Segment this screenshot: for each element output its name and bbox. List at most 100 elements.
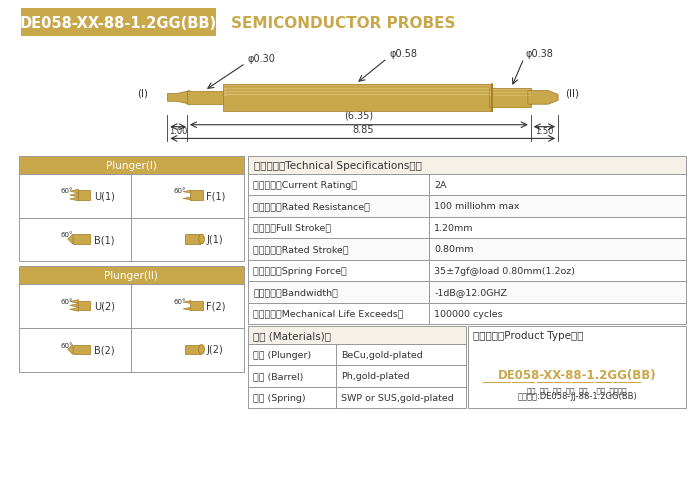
Bar	[249, 260, 429, 281]
Polygon shape	[528, 91, 558, 105]
Text: 材质 (Materials)：: 材质 (Materials)：	[254, 330, 331, 340]
Bar	[249, 174, 429, 196]
Text: (6.35): (6.35)	[344, 110, 373, 120]
Text: 35±7gf@load 0.80mm(1.2oz): 35±7gf@load 0.80mm(1.2oz)	[434, 266, 575, 275]
Text: 订购举例:DE058-JJ-88-1.2GG(BB): 订购举例:DE058-JJ-88-1.2GG(BB)	[517, 391, 637, 400]
Text: 60°: 60°	[61, 342, 74, 348]
Text: 60°: 60°	[61, 232, 74, 238]
Text: F(2): F(2)	[207, 301, 226, 311]
Bar	[131, 218, 244, 262]
Bar	[469, 326, 686, 408]
Polygon shape	[183, 198, 191, 201]
Polygon shape	[185, 345, 200, 355]
Polygon shape	[68, 345, 72, 355]
Text: 额定电阱（Rated Resistance）: 额定电阱（Rated Resistance）	[254, 202, 370, 211]
Text: -1dB@12.0GHZ: -1dB@12.0GHZ	[434, 288, 507, 297]
Bar	[429, 196, 686, 217]
Polygon shape	[70, 300, 79, 304]
Bar	[249, 239, 429, 260]
Text: 成品型号（Product Type）：: 成品型号（Product Type）：	[473, 330, 584, 340]
Bar	[19, 218, 131, 262]
Bar	[249, 344, 336, 365]
Text: Plunger(I): Plunger(I)	[106, 160, 156, 170]
Polygon shape	[190, 301, 203, 311]
Text: 1.00: 1.00	[169, 126, 187, 135]
Polygon shape	[489, 88, 531, 108]
Polygon shape	[78, 301, 90, 311]
Bar	[429, 217, 686, 239]
Bar	[131, 284, 244, 328]
Text: 60°: 60°	[173, 188, 186, 194]
Text: U(1): U(1)	[94, 191, 115, 201]
Polygon shape	[70, 308, 79, 312]
Text: 满行程（Full Stroke）: 满行程（Full Stroke）	[254, 223, 331, 232]
Text: (I): (I)	[137, 88, 148, 98]
Text: DE058-XX-88-1.2GG(BB): DE058-XX-88-1.2GG(BB)	[20, 16, 217, 31]
Text: 100000 cycles: 100000 cycles	[434, 309, 503, 318]
Bar	[249, 365, 336, 387]
Text: 60°: 60°	[61, 298, 74, 304]
Text: 8.85: 8.85	[352, 124, 373, 134]
Text: 系列  规格  头型  行长  弹力    镇金  针头材质: 系列 规格 头型 行长 弹力 镇金 针头材质	[527, 387, 627, 393]
Text: 1.50: 1.50	[535, 126, 554, 135]
Bar	[21, 10, 216, 37]
Text: B(2): B(2)	[94, 345, 115, 355]
Text: 60°: 60°	[61, 188, 74, 194]
Bar	[19, 284, 131, 328]
Bar	[249, 217, 429, 239]
Ellipse shape	[198, 345, 205, 355]
Bar	[249, 281, 429, 303]
Bar	[429, 303, 686, 324]
Text: BeCu,gold-plated: BeCu,gold-plated	[341, 350, 423, 359]
Text: 弹簧 (Spring): 弹簧 (Spring)	[254, 393, 306, 402]
Polygon shape	[183, 308, 191, 311]
Bar	[249, 326, 466, 344]
Bar	[19, 156, 244, 174]
Bar	[19, 328, 131, 372]
Text: 0.80mm: 0.80mm	[434, 245, 473, 254]
Ellipse shape	[198, 235, 205, 244]
Text: 额定弹力（Spring Force）: 额定弹力（Spring Force）	[254, 266, 347, 275]
Polygon shape	[78, 191, 90, 201]
Text: φ0.58: φ0.58	[389, 49, 417, 60]
Text: 2A: 2A	[434, 180, 446, 190]
Text: 技术要求（Technical Specifications）：: 技术要求（Technical Specifications）：	[254, 160, 422, 170]
Polygon shape	[185, 235, 200, 244]
Bar	[336, 387, 466, 408]
Text: Plunger(II): Plunger(II)	[104, 271, 158, 281]
Text: φ0.38: φ0.38	[526, 49, 554, 60]
Polygon shape	[70, 190, 79, 194]
Text: 1.20mm: 1.20mm	[434, 223, 473, 232]
Bar	[131, 174, 244, 218]
Text: 频率带宽（Bandwidth）: 频率带宽（Bandwidth）	[254, 288, 338, 297]
Text: J(1): J(1)	[207, 235, 223, 244]
Bar	[249, 196, 429, 217]
Text: 60°: 60°	[173, 298, 186, 304]
Polygon shape	[70, 194, 79, 198]
Bar	[131, 328, 244, 372]
Bar	[336, 344, 466, 365]
Text: (II): (II)	[565, 88, 579, 98]
Text: 额定电流（Current Rating）: 额定电流（Current Rating）	[254, 180, 358, 190]
Bar	[429, 239, 686, 260]
Polygon shape	[72, 235, 90, 244]
Text: SWP or SUS,gold-plated: SWP or SUS,gold-plated	[341, 393, 454, 402]
Polygon shape	[167, 91, 190, 105]
Bar	[249, 303, 429, 324]
Text: 针头 (Plunger): 针头 (Plunger)	[254, 350, 311, 359]
Text: SEMICONDUCTOR PROBES: SEMICONDUCTOR PROBES	[231, 16, 455, 31]
Bar	[19, 174, 131, 218]
Polygon shape	[190, 191, 203, 201]
Polygon shape	[70, 304, 79, 308]
Polygon shape	[187, 91, 226, 105]
Bar	[336, 365, 466, 387]
Polygon shape	[183, 191, 191, 194]
Bar	[19, 267, 244, 284]
Polygon shape	[72, 345, 90, 355]
Text: F(1): F(1)	[207, 191, 226, 201]
Text: DE058-XX-88-1.2GG(BB): DE058-XX-88-1.2GG(BB)	[498, 369, 657, 382]
Bar	[249, 387, 336, 408]
Polygon shape	[223, 84, 492, 112]
Text: 额定行程（Rated Stroke）: 额定行程（Rated Stroke）	[254, 245, 349, 254]
Polygon shape	[68, 235, 72, 244]
